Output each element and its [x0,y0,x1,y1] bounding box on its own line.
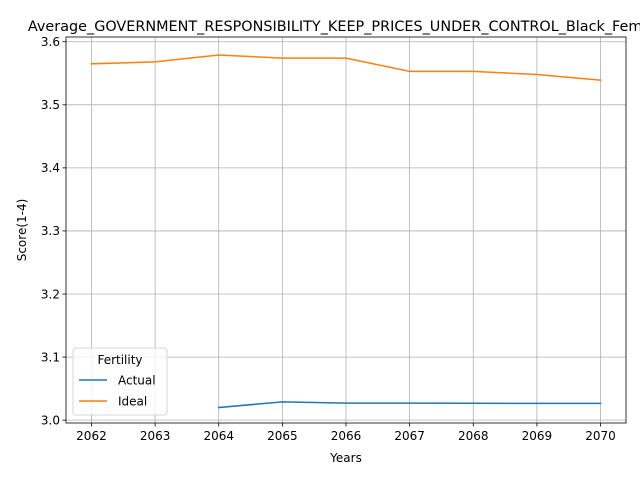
series-line-actual [217,401,602,409]
series-line-ideal [90,54,602,82]
legend-label-actual: Actual [118,374,156,388]
grid [66,37,626,423]
x-tick-label: 2067 [394,429,425,443]
legend-box [72,347,168,416]
legend-label-ideal: Ideal [118,395,147,409]
x-tick-label: 2069 [522,429,553,443]
y-tick-label: 3.0 [41,413,60,427]
legend: Fertility Actual Ideal [72,347,168,416]
y-tick-label: 3.5 [41,98,60,112]
y-tick-label: 3.2 [41,287,60,301]
y-tick-label: 3.6 [41,35,60,49]
y-axis-ticks: 3.0 3.1 3.2 3.3 3.4 3.5 3.6 [41,35,66,427]
x-tick-label: 2063 [140,429,171,443]
series-lines [90,54,602,409]
legend-title: Fertility [97,353,142,367]
y-axis-label: Score(1-4) [15,199,29,262]
x-tick-label: 2064 [203,429,234,443]
x-axis-label: Years [329,451,362,465]
x-tick-label: 2070 [585,429,616,443]
y-tick-label: 3.4 [41,161,60,175]
y-tick-label: 3.3 [41,224,60,238]
x-tick-label: 2068 [458,429,489,443]
y-tick-label: 3.1 [41,350,60,364]
x-tick-label: 2062 [76,429,107,443]
x-axis-ticks: 2062 2063 2064 2065 2066 2067 2068 2069 2070 [76,423,616,443]
x-tick-label: 2066 [331,429,362,443]
x-tick-label: 2065 [267,429,298,443]
chart-title: Average_GOVERNMENT_RESPONSIBILITY_KEEP_P… [28,19,640,35]
